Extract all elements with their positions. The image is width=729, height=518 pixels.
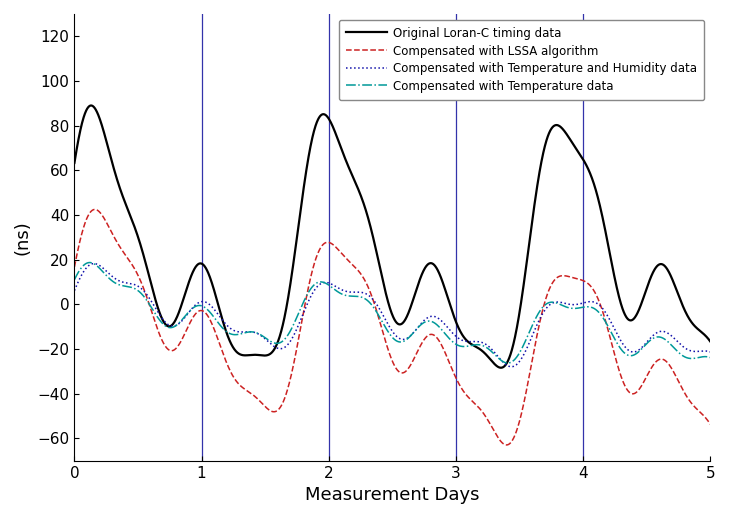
Original Loran-C timing data (87, 103, 95, 109)
Compensated with LSSA algorithm (572, 275, 580, 281)
Compensated with Temperature data (687, 355, 696, 362)
Compensated with LSSA algorithm (502, 442, 511, 448)
Compensated with Temperature and Humidity data (103, 269, 112, 275)
Original Loran-C timing data (706, 338, 714, 344)
Line: Original Loran-C timing data: Original Loran-C timing data (74, 106, 710, 368)
Compensated with Temperature data (70, 277, 79, 283)
Compensated with Temperature data (85, 260, 94, 266)
Legend: Original Loran-C timing data, Compensated with LSSA algorithm, Compensated with : Original Loran-C timing data, Compensate… (339, 20, 704, 100)
Compensated with Temperature data (380, 322, 389, 328)
Compensated with LSSA algorithm (363, 282, 372, 288)
Compensated with Temperature data (572, 305, 580, 311)
Line: Compensated with Temperature data: Compensated with Temperature data (74, 263, 710, 363)
Original Loran-C timing data (687, 320, 696, 326)
Original Loran-C timing data (688, 320, 697, 326)
Original Loran-C timing data (70, 160, 79, 166)
Line: Compensated with LSSA algorithm: Compensated with LSSA algorithm (74, 209, 710, 445)
Compensated with LSSA algorithm (687, 401, 696, 407)
Compensated with LSSA algorithm (706, 421, 714, 427)
X-axis label: Measurement Days: Measurement Days (305, 486, 480, 504)
Compensated with Temperature data (688, 355, 697, 362)
Compensated with Temperature and Humidity data (706, 349, 714, 355)
Original Loran-C timing data (496, 365, 505, 371)
Compensated with Temperature data (706, 354, 714, 361)
Original Loran-C timing data (380, 282, 389, 289)
Original Loran-C timing data (572, 145, 580, 151)
Compensated with LSSA algorithm (90, 206, 99, 212)
Compensated with Temperature data (363, 297, 372, 304)
Compensated with LSSA algorithm (70, 264, 79, 270)
Y-axis label: (ns): (ns) (14, 220, 32, 255)
Compensated with Temperature and Humidity data (688, 348, 697, 354)
Compensated with Temperature and Humidity data (380, 314, 389, 320)
Compensated with Temperature data (103, 274, 112, 280)
Compensated with Temperature data (503, 360, 512, 366)
Compensated with Temperature and Humidity data (507, 364, 516, 370)
Compensated with Temperature and Humidity data (90, 261, 98, 267)
Original Loran-C timing data (363, 211, 372, 218)
Compensated with LSSA algorithm (103, 221, 112, 227)
Compensated with LSSA algorithm (688, 401, 697, 408)
Compensated with Temperature and Humidity data (572, 301, 580, 308)
Compensated with Temperature and Humidity data (70, 287, 79, 294)
Line: Compensated with Temperature and Humidity data: Compensated with Temperature and Humidit… (74, 264, 710, 367)
Compensated with Temperature and Humidity data (363, 291, 372, 297)
Original Loran-C timing data (103, 141, 112, 147)
Compensated with Temperature and Humidity data (687, 348, 696, 354)
Compensated with LSSA algorithm (380, 333, 389, 339)
